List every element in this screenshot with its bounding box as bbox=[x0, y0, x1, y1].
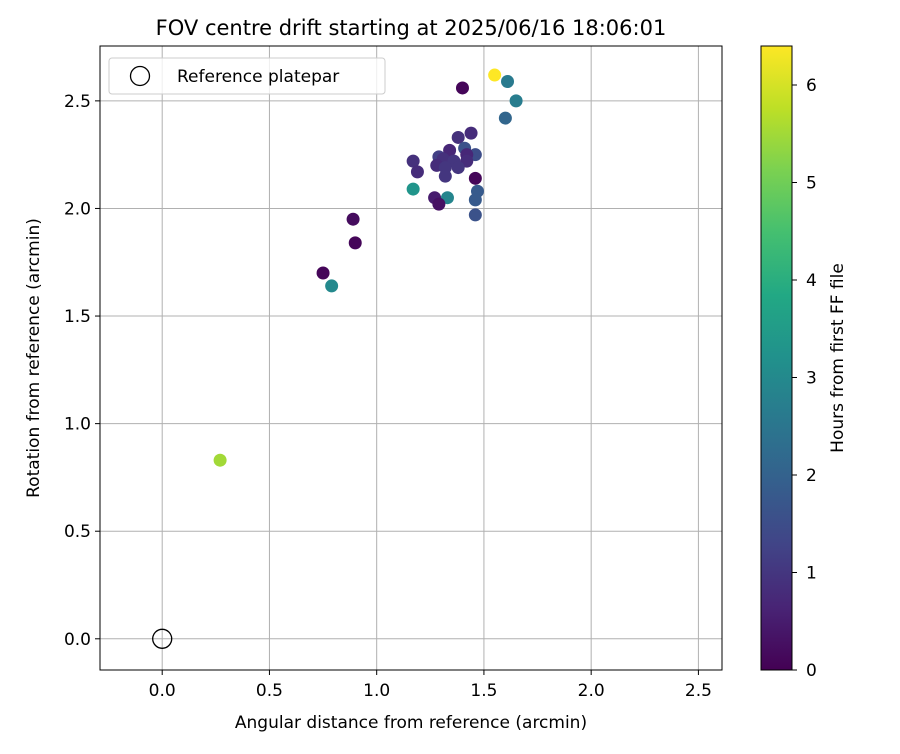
legend-marker-reference bbox=[129, 65, 151, 87]
data-point bbox=[325, 279, 339, 293]
plot-frame bbox=[99, 45, 723, 671]
chart-title: FOV centre drift starting at 2025/06/16 … bbox=[156, 16, 667, 40]
data-point bbox=[509, 94, 523, 108]
legend-box bbox=[108, 57, 386, 95]
data-point bbox=[213, 453, 227, 467]
data-point bbox=[346, 212, 360, 226]
data-point bbox=[455, 81, 469, 95]
data-point bbox=[406, 154, 420, 168]
data-point bbox=[316, 266, 330, 280]
reference-point bbox=[152, 628, 173, 649]
colorbar-tick-label: 3 bbox=[806, 369, 817, 389]
y-tick-label: 0.5 bbox=[64, 522, 91, 542]
y-axis-ticks: 0.0 0.5 1.0 1.5 2.0 2.5 bbox=[64, 92, 100, 650]
grid-lines bbox=[100, 46, 722, 670]
x-tick-label: 1.5 bbox=[470, 681, 497, 701]
legend: Reference platepar bbox=[108, 57, 386, 95]
data-point bbox=[468, 171, 482, 185]
y-tick-label: 2.5 bbox=[64, 92, 91, 112]
data-point bbox=[468, 193, 482, 207]
data-point bbox=[498, 111, 512, 125]
legend-label-reference: Reference platepar bbox=[177, 67, 339, 87]
colorbar-label: Hours from first FF file bbox=[828, 263, 848, 453]
x-tick-label: 2.0 bbox=[578, 681, 605, 701]
data-point bbox=[451, 161, 465, 175]
y-tick-label: 1.0 bbox=[64, 415, 91, 435]
colorbar-tick-label: 0 bbox=[806, 661, 817, 681]
data-point bbox=[501, 75, 515, 89]
x-axis-ticks: 0.0 0.5 1.0 1.5 2.0 2.5 bbox=[149, 670, 712, 701]
plot-area bbox=[100, 46, 722, 670]
data-point bbox=[348, 236, 362, 250]
x-tick-label: 1.0 bbox=[363, 681, 390, 701]
data-point bbox=[464, 126, 478, 140]
data-point bbox=[451, 130, 465, 144]
colorbar-tick-label: 1 bbox=[806, 564, 817, 584]
reference-layer bbox=[152, 628, 173, 649]
data-point bbox=[432, 197, 446, 211]
data-points bbox=[213, 68, 523, 467]
colorbar-tick-label: 2 bbox=[806, 466, 817, 486]
colorbar-ticks: 0 1 2 3 4 5 6 bbox=[792, 76, 817, 681]
colorbar-gradient bbox=[761, 46, 792, 670]
y-axis-label: Rotation from reference (arcmin) bbox=[24, 218, 44, 498]
x-tick-label: 2.5 bbox=[685, 681, 712, 701]
data-point bbox=[410, 165, 424, 179]
colorbar: 0 1 2 3 4 5 6 Hours from first FF file bbox=[760, 45, 848, 681]
y-tick-label: 2.0 bbox=[64, 199, 91, 219]
data-point bbox=[438, 169, 452, 183]
data-point bbox=[468, 208, 482, 222]
x-tick-label: 0.0 bbox=[149, 681, 176, 701]
data-point bbox=[488, 68, 502, 82]
colorbar-tick-label: 4 bbox=[806, 271, 817, 291]
colorbar-frame bbox=[760, 45, 793, 671]
data-point bbox=[406, 182, 420, 196]
x-tick-label: 0.5 bbox=[256, 681, 283, 701]
colorbar-tick-label: 6 bbox=[806, 76, 817, 96]
y-tick-label: 1.5 bbox=[64, 307, 91, 327]
y-tick-label: 0.0 bbox=[64, 630, 91, 650]
x-axis-label: Angular distance from reference (arcmin) bbox=[235, 713, 587, 733]
colorbar-tick-label: 5 bbox=[806, 174, 817, 194]
